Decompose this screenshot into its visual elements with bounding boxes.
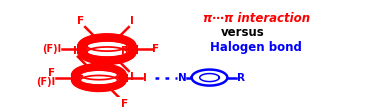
Text: π⋯π interaction: π⋯π interaction: [203, 12, 310, 25]
Text: F: F: [121, 99, 128, 109]
Polygon shape: [79, 41, 135, 64]
Text: (F)I: (F)I: [42, 44, 62, 54]
Text: N: N: [178, 73, 187, 83]
Polygon shape: [80, 75, 118, 85]
Text: Halogen bond: Halogen bond: [211, 41, 302, 54]
Text: F: F: [48, 68, 55, 78]
Polygon shape: [80, 70, 118, 80]
Text: F: F: [77, 16, 84, 26]
Polygon shape: [192, 70, 227, 86]
Polygon shape: [79, 34, 135, 58]
Polygon shape: [87, 47, 127, 57]
Text: (F)I: (F)I: [36, 77, 55, 87]
Text: I: I: [73, 46, 77, 56]
Polygon shape: [72, 64, 126, 86]
Text: F: F: [77, 72, 84, 82]
Polygon shape: [87, 41, 127, 51]
Text: versus: versus: [221, 26, 265, 39]
Text: I: I: [130, 72, 133, 82]
Text: R: R: [237, 73, 245, 83]
Text: I: I: [143, 73, 147, 83]
Text: F: F: [152, 44, 160, 54]
Text: I: I: [130, 16, 133, 26]
Text: F: F: [121, 46, 128, 56]
Polygon shape: [72, 70, 126, 91]
